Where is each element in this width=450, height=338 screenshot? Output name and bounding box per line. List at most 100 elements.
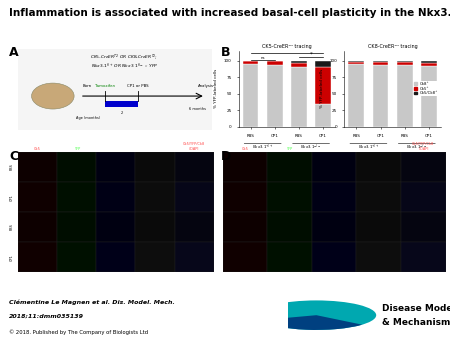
Bar — [267, 61, 283, 65]
Bar — [96, 152, 135, 182]
Text: Ck5/YFP/DAPI: Ck5/YFP/DAPI — [104, 147, 128, 151]
Bar — [267, 152, 312, 182]
Bar — [57, 212, 96, 242]
Text: 2018;11:dmm035139: 2018;11:dmm035139 — [9, 314, 84, 319]
Bar — [348, 64, 364, 127]
Text: D: D — [220, 150, 231, 163]
Bar — [243, 64, 258, 127]
Text: CP1 or PBS: CP1 or PBS — [127, 84, 149, 88]
Text: Ck8: Ck8 — [152, 147, 158, 151]
Text: CP1: CP1 — [10, 194, 14, 200]
Text: Age (months): Age (months) — [76, 116, 100, 120]
Bar — [356, 212, 401, 242]
Bar — [175, 182, 214, 212]
Bar — [291, 61, 307, 63]
Bar — [401, 242, 446, 272]
Bar — [312, 152, 356, 182]
Text: & Mechanisms: & Mechanisms — [382, 318, 450, 327]
Text: YFP: YFP — [287, 147, 292, 151]
Text: 6 months: 6 months — [189, 107, 206, 112]
Circle shape — [256, 300, 376, 330]
Bar — [421, 66, 437, 127]
Bar — [356, 242, 401, 272]
Bar — [312, 182, 356, 212]
Bar — [96, 212, 135, 242]
Bar — [135, 242, 175, 272]
Bar — [57, 242, 96, 272]
Bar — [105, 101, 138, 107]
Bar — [267, 182, 312, 212]
Text: YFP: YFP — [74, 147, 80, 151]
Bar — [356, 182, 401, 212]
Bar — [315, 104, 331, 127]
Bar — [421, 63, 437, 66]
Bar — [135, 182, 175, 212]
Text: A: A — [9, 46, 18, 58]
Text: Born: Born — [83, 84, 92, 88]
Text: $CK5$-$CreER^{T2}$ OR $CK8$-$CreER^{T2}$;: $CK5$-$CreER^{T2}$ OR $CK8$-$CreER^{T2}$… — [90, 52, 158, 62]
Bar — [135, 212, 175, 242]
Bar — [57, 182, 96, 212]
Text: Ck5/YFP/Ck8
/DAPI: Ck5/YFP/Ck8 /DAPI — [412, 142, 434, 151]
Text: Ck5/YFP/Ck8
/DAPI: Ck5/YFP/Ck8 /DAPI — [183, 142, 205, 151]
Bar — [267, 65, 283, 127]
Text: $Nkx3.1^{+/+}$: $Nkx3.1^{+/+}$ — [358, 143, 379, 152]
Title: CK8-CreERᵀᴹ tracing: CK8-CreERᵀᴹ tracing — [368, 44, 418, 49]
Bar — [175, 152, 214, 182]
Bar — [373, 65, 388, 127]
Bar — [223, 242, 267, 272]
Text: Analysis: Analysis — [198, 84, 214, 88]
Text: B: B — [220, 46, 230, 58]
Bar — [315, 67, 331, 104]
Legend: Ck8⁺, Ck5⁺, Ck5/Ck8⁺: Ck8⁺, Ck5⁺, Ck5/Ck8⁺ — [413, 81, 439, 96]
Text: Ck8: Ck8 — [375, 147, 382, 151]
Wedge shape — [260, 315, 362, 330]
Bar — [96, 242, 135, 272]
Bar — [291, 63, 307, 67]
Text: PBS: PBS — [10, 164, 14, 170]
Text: CP1: CP1 — [10, 254, 14, 261]
Bar — [312, 212, 356, 242]
Bar — [223, 182, 267, 212]
Bar — [356, 152, 401, 182]
Bar — [401, 152, 446, 182]
Bar — [223, 152, 267, 182]
Text: Clémentine Le Magnen et al. Dis. Model. Mech.: Clémentine Le Magnen et al. Dis. Model. … — [9, 299, 175, 305]
Bar — [57, 152, 96, 182]
Bar — [96, 182, 135, 212]
Title: CK5-CreERᵀᴹ tracing: CK5-CreERᵀᴹ tracing — [262, 44, 312, 49]
Text: ns: ns — [261, 56, 265, 59]
Bar — [397, 61, 413, 62]
Text: Ck5: Ck5 — [34, 147, 41, 151]
Text: $Nkx3.1^{f/+}$ OR $Nkx3.1^{f/-}$ :: YFP: $Nkx3.1^{f/+}$ OR $Nkx3.1^{f/-}$ :: YFP — [90, 62, 158, 71]
Bar — [373, 61, 388, 62]
Bar — [18, 212, 57, 242]
Bar — [243, 61, 258, 64]
Bar — [135, 152, 175, 182]
Text: Ck5: Ck5 — [242, 147, 248, 151]
Bar — [18, 182, 57, 212]
Y-axis label: % YFP-labeled cells: % YFP-labeled cells — [320, 69, 324, 108]
Bar — [397, 62, 413, 65]
Bar — [267, 212, 312, 242]
Bar — [267, 242, 312, 272]
Bar — [315, 61, 331, 67]
Bar — [348, 62, 364, 64]
Bar — [401, 212, 446, 242]
Text: $Nkx3.1^{-/-}$: $Nkx3.1^{-/-}$ — [406, 143, 428, 152]
Text: C: C — [9, 150, 18, 163]
Text: *: * — [310, 51, 312, 56]
Bar — [397, 65, 413, 127]
Bar — [373, 62, 388, 65]
Text: Inflammation is associated with increased basal-cell plasticity in the Nkx3.1 mu: Inflammation is associated with increase… — [9, 8, 450, 19]
Text: © 2018. Published by The Company of Biologists Ltd: © 2018. Published by The Company of Biol… — [9, 330, 148, 335]
Text: PBS: PBS — [10, 224, 14, 231]
Text: Disease Models: Disease Models — [382, 304, 450, 313]
Bar — [175, 212, 214, 242]
Text: 2: 2 — [121, 111, 123, 115]
Y-axis label: % YFP-labeled cells: % YFP-labeled cells — [214, 69, 218, 108]
Text: $Nkx3.1^{-/-}$: $Nkx3.1^{-/-}$ — [301, 143, 322, 152]
Bar — [223, 212, 267, 242]
Bar — [175, 242, 214, 272]
Bar — [18, 242, 57, 272]
